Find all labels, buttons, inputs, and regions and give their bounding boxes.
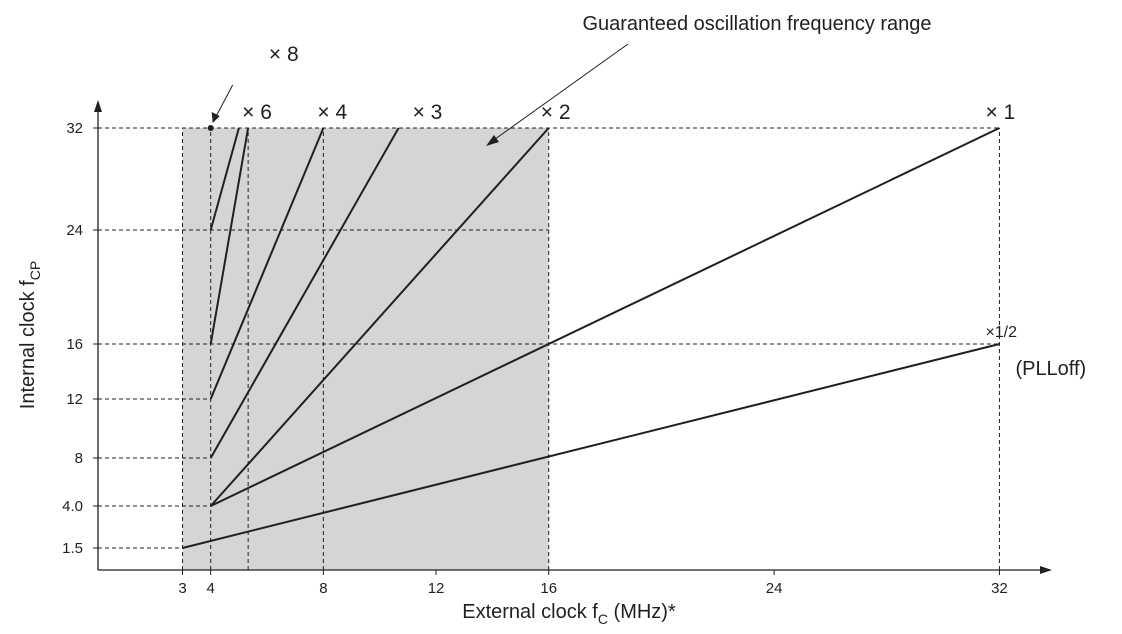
series-line <box>209 127 240 231</box>
series-line <box>209 127 325 400</box>
marker-dot <box>207 125 214 131</box>
series-label: × 3 <box>413 101 443 124</box>
y-axis-arrow <box>94 100 102 112</box>
x-tick-label: 24 <box>766 580 783 597</box>
y-tick-label: 24 <box>66 222 83 239</box>
series-line <box>182 343 1000 549</box>
x-axis-arrow <box>1040 566 1052 574</box>
x-tick-label: 32 <box>991 580 1008 597</box>
series-label: × 8 <box>269 43 299 66</box>
y-tick-label: 12 <box>66 391 83 408</box>
annotation-pointer-line <box>490 43 629 143</box>
guaranteed-range-shade <box>182 128 549 570</box>
series-label: × 2 <box>541 101 571 124</box>
x-tick-label: 3 <box>178 580 186 597</box>
marker-pointer-line <box>214 84 234 120</box>
shade-layer <box>182 128 549 570</box>
y-tick-label: 32 <box>66 120 83 137</box>
axes-layer: 3 4 8 12 16 24 32 1.5 4.0 8 12 16 24 32 <box>62 100 1052 597</box>
y-tick-label: 1.5 <box>62 540 83 557</box>
x-tick-label: 4 <box>207 580 215 597</box>
series-note: (PLLoff) <box>1015 358 1086 380</box>
series-line <box>210 127 1000 507</box>
y-tick-label: 4.0 <box>62 498 83 515</box>
labels-layer: × 8 × 6 × 4 × 3 × 2 × 1 ×1/2 (PLLoff) <box>207 43 1086 380</box>
x-tick-label: 16 <box>540 580 557 597</box>
series-label: × 6 <box>242 101 272 124</box>
y-axis-title: Internal clock fCP <box>17 261 43 409</box>
series-label: × 1 <box>985 101 1015 124</box>
region-annotation: Guaranteed oscillation frequency range <box>582 13 931 35</box>
x-axis-title: External clock fC (MHz)* <box>462 601 676 627</box>
series-line <box>209 127 550 507</box>
series-lines-layer <box>182 127 1000 549</box>
guide-lines-layer <box>98 127 1000 570</box>
y-tick-label: 16 <box>66 336 83 353</box>
series-line <box>209 127 250 345</box>
annotation-pointer-arrowhead <box>486 135 499 146</box>
series-line <box>209 127 400 459</box>
x-tick-label: 12 <box>428 580 445 597</box>
series-label: × 4 <box>317 101 347 124</box>
marker-pointer-arrowhead <box>211 112 220 123</box>
y-tick-label: 8 <box>75 450 83 467</box>
series-label: ×1/2 <box>985 324 1017 341</box>
x-tick-label: 8 <box>319 580 327 597</box>
